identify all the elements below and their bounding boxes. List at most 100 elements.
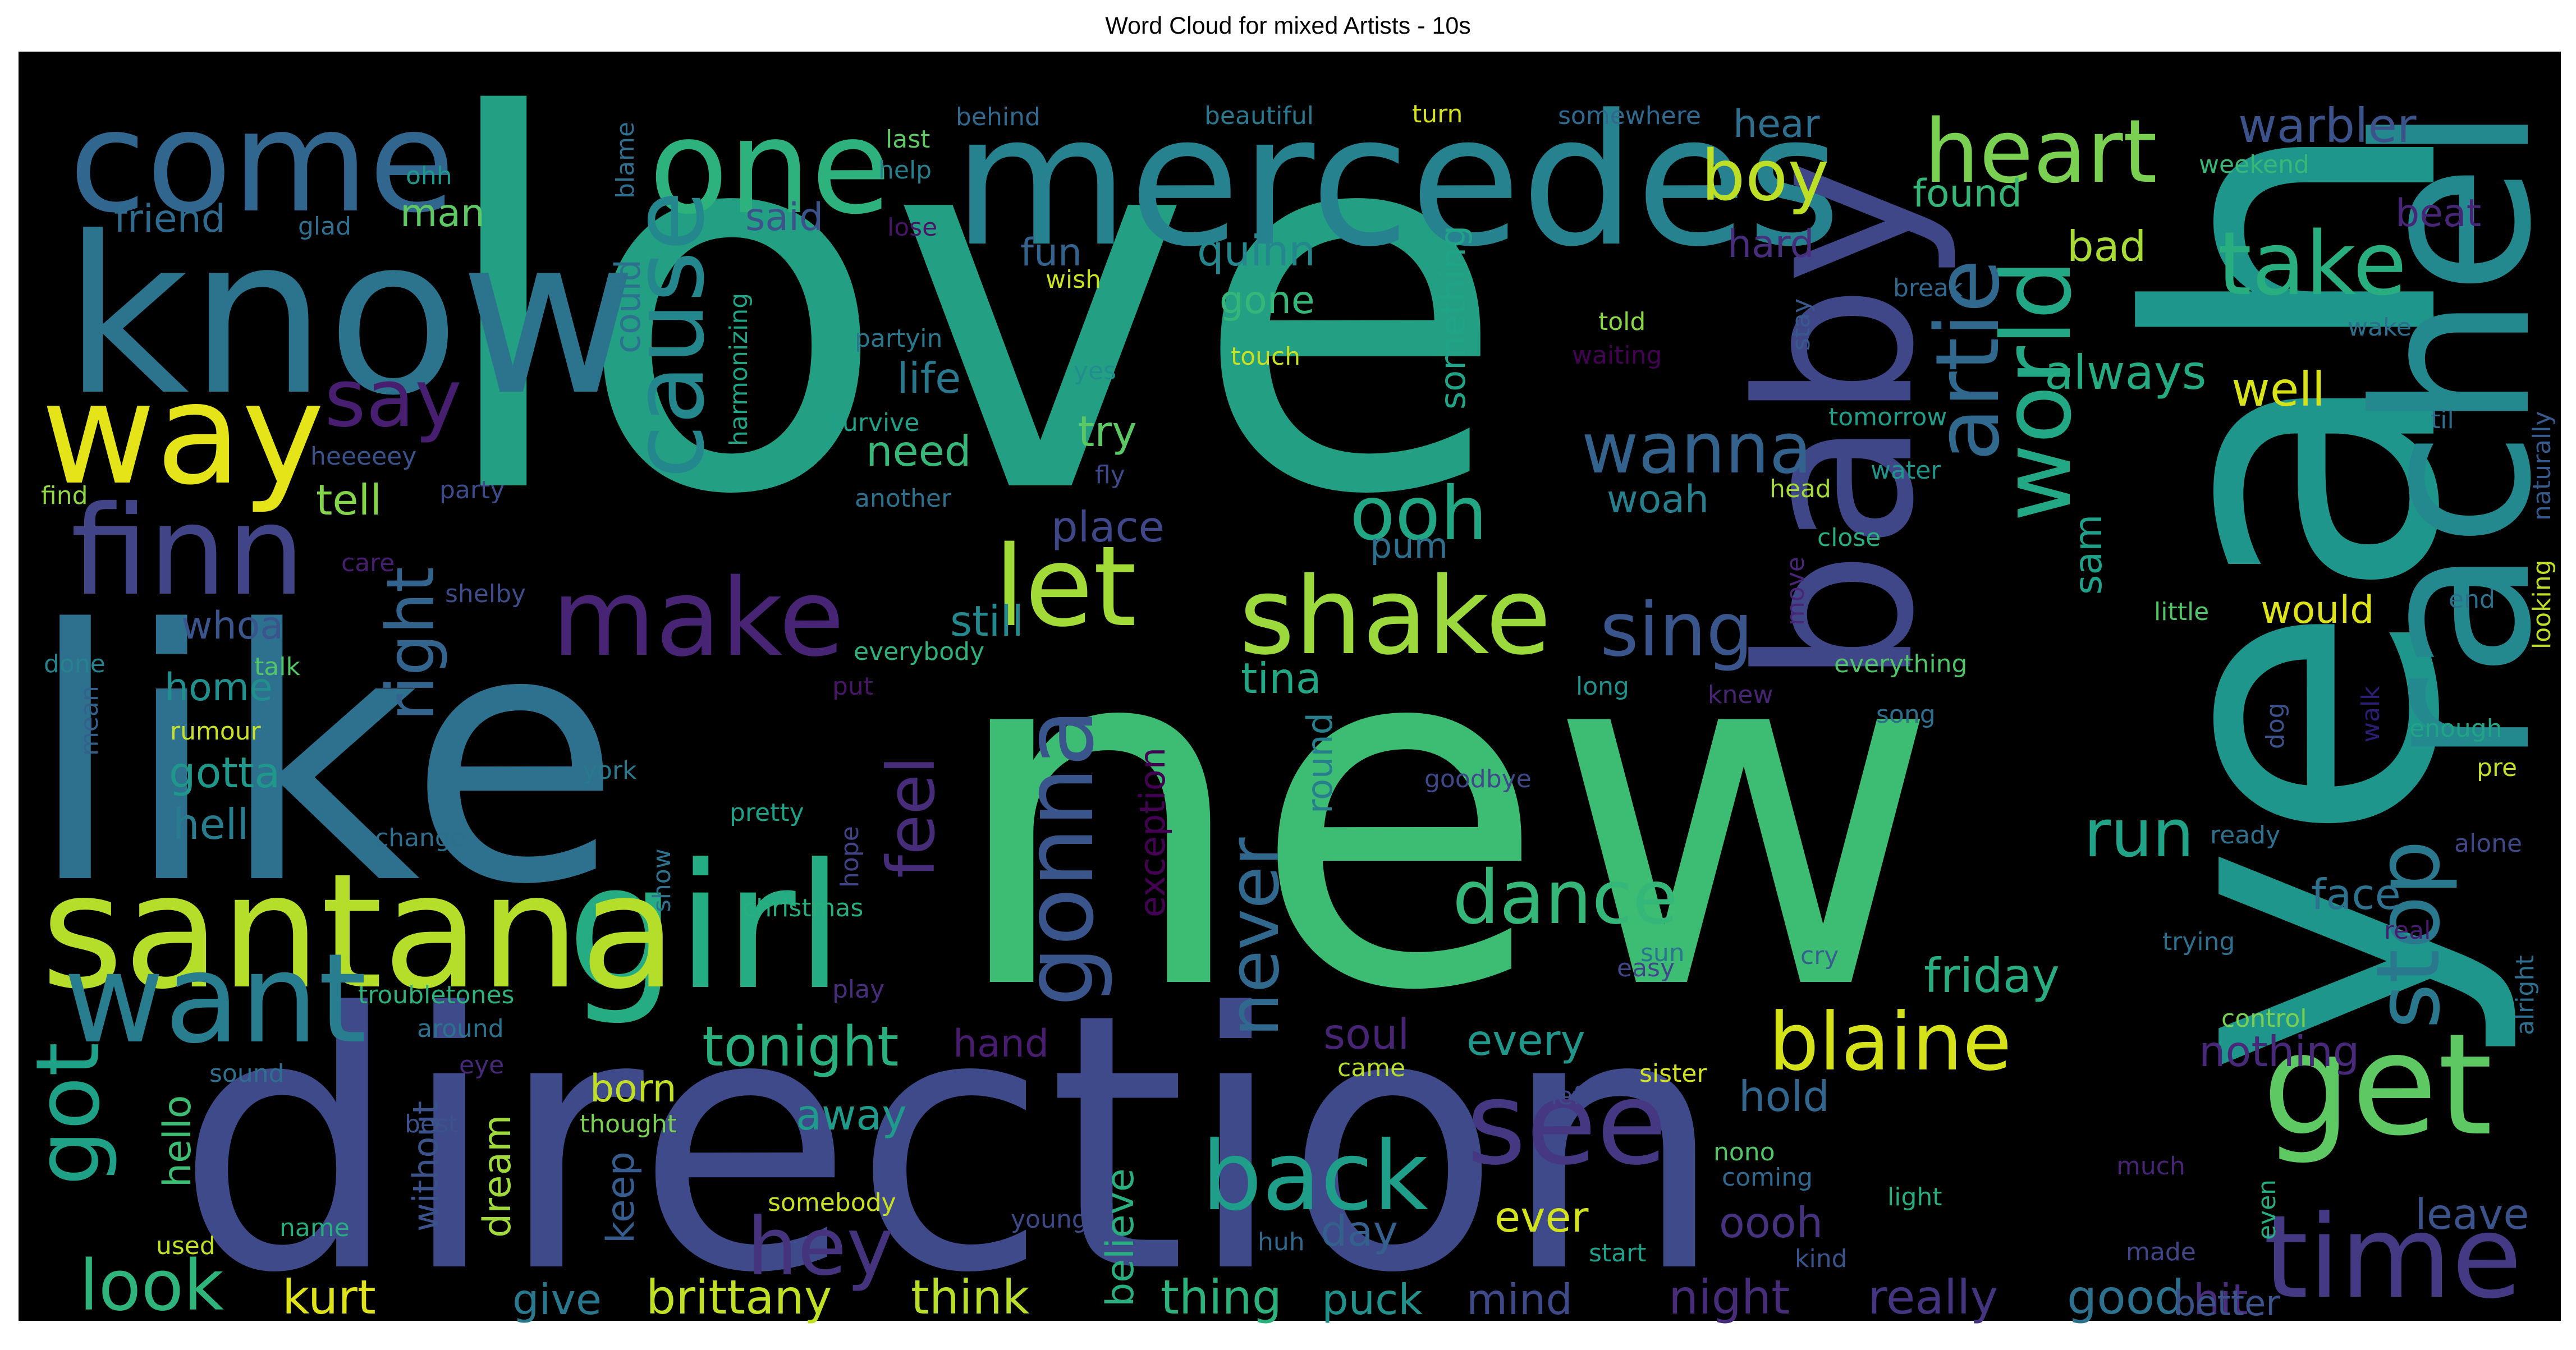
word-dance: dance — [1452, 855, 1679, 941]
word-tell: tell — [316, 475, 382, 525]
word-brittany: brittany — [646, 1270, 832, 1325]
word-thought: thought — [580, 1110, 677, 1138]
word-head: head — [1770, 475, 1831, 503]
word-love: love — [432, 10, 1508, 607]
word-life: life — [897, 353, 961, 403]
word-say: say — [324, 352, 462, 445]
word-kurt: kurt — [282, 1270, 376, 1325]
word-run: run — [2084, 795, 2194, 872]
word-beat: beat — [2395, 191, 2482, 236]
word-hell: hell — [173, 800, 249, 849]
word-gone: gone — [1220, 278, 1315, 323]
word-hand: hand — [953, 1022, 1049, 1066]
word-end: end — [2449, 585, 2495, 614]
word-nothing: nothing — [2199, 1027, 2360, 1076]
word-start: start — [1589, 1239, 1647, 1268]
word-hold: hold — [1739, 1072, 1830, 1121]
word-left: left — [1551, 1082, 1591, 1110]
word-wanna: wanna — [1582, 408, 1812, 489]
word-want: want — [63, 927, 367, 1071]
word-back: back — [1202, 1121, 1428, 1232]
word-put: put — [832, 672, 874, 701]
word-touch: touch — [1231, 342, 1301, 371]
word-stay: stay — [1787, 298, 1816, 351]
word-glad: glad — [298, 212, 352, 241]
word-name: name — [279, 1214, 350, 1242]
word-sing: sing — [1600, 587, 1753, 673]
word-know: know — [63, 191, 638, 443]
word-thing: thing — [1161, 1270, 1282, 1325]
word-knew: knew — [1708, 681, 1773, 709]
word-ready: ready — [2210, 821, 2281, 850]
word-time: time — [2263, 1191, 2522, 1324]
word-ever: ever — [1495, 1192, 1589, 1242]
word-finn: finn — [71, 479, 305, 623]
word-day: day — [1321, 1206, 1398, 1256]
word-long: long — [1576, 672, 1629, 701]
word-let: let — [994, 522, 1137, 651]
word-hope: hope — [836, 826, 864, 888]
word-one: one — [649, 91, 891, 243]
word-pum: pum — [1370, 525, 1449, 566]
word-york: york — [583, 756, 637, 785]
word-said: said — [745, 195, 824, 240]
word-away: away — [796, 1090, 907, 1140]
word-sun: sun — [1640, 939, 1685, 967]
word-water: water — [1871, 456, 1941, 485]
word-everything: everything — [1834, 650, 1968, 678]
word-give: give — [512, 1275, 602, 1324]
word-enough: enough — [2409, 714, 2502, 743]
word-born: born — [590, 1067, 677, 1111]
word-bad: bad — [2067, 222, 2147, 271]
word-could: could — [607, 259, 648, 353]
word-around: around — [417, 1014, 504, 1043]
word-even: even — [2253, 1179, 2281, 1240]
word-ooh: ooh — [1350, 471, 1488, 557]
word-get: get — [2262, 1003, 2493, 1167]
word-night: night — [1669, 1270, 1790, 1325]
word-heeeeey: heeeeey — [310, 442, 417, 471]
word-best: best — [405, 1110, 459, 1138]
word-really: really — [1868, 1270, 1999, 1325]
word-made: made — [2126, 1238, 2196, 1266]
word-alone: alone — [2454, 829, 2523, 858]
word-hit: hit — [2193, 1275, 2248, 1324]
word-come: come — [69, 80, 455, 244]
word-party: party — [439, 476, 505, 504]
word-round: round — [1299, 712, 1340, 814]
word-every: every — [1466, 1016, 1585, 1065]
word-take: take — [2217, 213, 2407, 315]
word-another: another — [855, 484, 952, 513]
word-pre: pre — [2477, 754, 2518, 782]
word-believe: believe — [1098, 1168, 1143, 1307]
word-wish: wish — [1046, 265, 1102, 294]
word-place: place — [1051, 502, 1165, 552]
word-alright: alright — [2511, 955, 2540, 1035]
word-looking: looking — [2528, 559, 2556, 649]
word-cloud: love new direction yeah like know mercedes rach… — [17, 10, 2576, 1325]
word-hello: hello — [155, 1095, 200, 1187]
word-blame: blame — [611, 121, 640, 199]
word-used: used — [156, 1232, 216, 1260]
word-naturally: naturally — [2528, 411, 2556, 521]
word-trying: trying — [2162, 927, 2235, 956]
word-easy: easy — [1617, 954, 1675, 982]
word-somebody: somebody — [768, 1188, 896, 1217]
word-home: home — [164, 665, 273, 710]
word-shake: shake — [1239, 554, 1551, 678]
word-young: young — [1011, 1205, 1088, 1234]
word-soul: soul — [1323, 1009, 1410, 1059]
word-way: way — [41, 352, 325, 516]
word-light: light — [1887, 1183, 1942, 1211]
word-ohh: ohh — [406, 162, 452, 190]
word-much: much — [2116, 1152, 2185, 1181]
word-fly: fly — [1095, 461, 1125, 489]
word-sound: sound — [209, 1059, 285, 1088]
word-try: try — [1078, 407, 1137, 456]
word-harmonizing: harmonizing — [725, 292, 753, 446]
word-sister: sister — [1639, 1059, 1707, 1088]
word-never: never — [1214, 837, 1295, 1037]
word-think: think — [911, 1270, 1030, 1325]
word-cry: cry — [1800, 942, 1839, 970]
word-feel: feel — [873, 756, 950, 878]
